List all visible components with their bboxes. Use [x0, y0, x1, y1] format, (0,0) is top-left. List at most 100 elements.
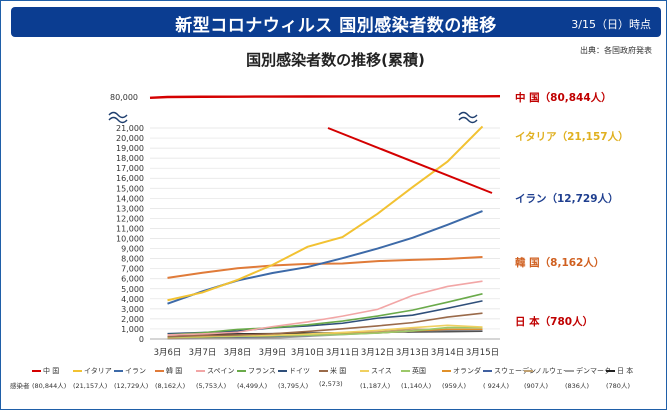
y-tick-label: 5,000 — [121, 285, 144, 294]
series-annotation: イタリア（21,157人） — [515, 130, 629, 143]
legend-value: (80,844人) — [32, 382, 67, 390]
legend-swatch — [524, 370, 533, 372]
legend-swatch — [278, 370, 287, 372]
legend-label: イラン — [125, 367, 146, 375]
series-line-3 — [167, 255, 483, 279]
legend-value: (4,499人) — [237, 382, 268, 390]
x-tick-label: 3月9日 — [259, 348, 287, 358]
chart-title: 国別感染者数の推移(累積) — [246, 51, 425, 69]
legend-swatch — [483, 370, 492, 372]
y-tick-label: 8,000 — [121, 255, 144, 264]
legend-item: 韓 国 — [155, 366, 182, 376]
y-tick-label: 15,000 — [116, 184, 144, 193]
x-tick-label: 3月6日 — [154, 348, 182, 358]
legend-swatch — [442, 370, 451, 372]
legend-item: 英国 — [401, 366, 426, 376]
y-tick-label-break: 80,000 — [110, 93, 138, 102]
axis-break-icon — [108, 111, 128, 119]
legend-swatch — [319, 370, 328, 372]
x-tick-label: 3月8日 — [224, 348, 252, 358]
legend-item: イタリア — [73, 366, 112, 376]
x-tick-label: 3月12日 — [361, 348, 394, 358]
y-tick-label: 6,000 — [121, 275, 144, 284]
legend-swatch — [196, 370, 205, 372]
legend-value: (1,187人) — [360, 382, 391, 390]
legend-item: フランス — [237, 366, 276, 376]
title-banner: 新型コロナウィルス 国別感染者数の推移 3/15（日）時点 — [11, 7, 661, 37]
legend-value: (780人) — [606, 382, 630, 390]
x-tick-label: 3月7日 — [189, 348, 217, 358]
legend-label: ノルウェー — [535, 367, 570, 375]
legend: 感染者 中 国 (80,844人) イタリア (21,157人) イラン (12,729人… — [10, 366, 660, 406]
legend-swatch — [360, 370, 369, 372]
legend-label: スウェーデン — [494, 367, 536, 375]
series-annotation: イラン（12,729人） — [515, 192, 619, 205]
legend-item: ノルウェー — [524, 366, 570, 376]
legend-value: ( 924人) — [483, 382, 510, 390]
page-title: 新型コロナウィルス 国別感染者数の推移 — [175, 16, 497, 36]
legend-value: (836人) — [565, 382, 589, 390]
legend-label: イタリア — [84, 367, 112, 375]
legend-swatch — [606, 370, 615, 372]
legend-label: スイス — [371, 367, 392, 375]
y-tick-label: 12,000 — [116, 214, 144, 223]
legend-item: 日 本 — [606, 366, 633, 376]
legend-label: 韓 国 — [166, 367, 183, 375]
legend-value: (5,753人) — [196, 382, 227, 390]
series-annotation: 韓 国（8,162人） — [515, 256, 604, 269]
legend-swatch — [565, 370, 574, 372]
series-annotation: 日 本（780人） — [515, 315, 593, 328]
y-tick-label: 2,000 — [121, 315, 144, 324]
x-tick-label: 3月15日 — [466, 348, 499, 358]
legend-value: (2,573) — [319, 380, 343, 388]
legend-value: (1,140人) — [401, 382, 432, 390]
y-tick-label: 1,000 — [121, 325, 144, 334]
axis-break-icon — [458, 116, 478, 124]
legend-item: イラン — [114, 366, 146, 376]
legend-item: 米 国 — [319, 366, 346, 376]
y-tick-label: 11,000 — [116, 224, 144, 233]
series-line-1 — [167, 125, 484, 302]
as-of-date: 3/15（日）時点 — [571, 18, 651, 31]
y-tick-label: 19,000 — [116, 144, 144, 153]
legend-swatch — [237, 370, 246, 372]
legend-swatch — [155, 370, 164, 372]
legend-swatch — [401, 370, 410, 372]
legend-value: (3,795人) — [278, 382, 309, 390]
legend-label: 日 本 — [617, 367, 634, 375]
y-tick-label: 21,000 — [116, 124, 144, 133]
series-line-7 — [167, 312, 483, 338]
axis-break-icon — [108, 116, 128, 124]
trend-annotation-line — [327, 127, 493, 194]
legend-label: スペイン — [207, 367, 235, 375]
axis-break-icon — [458, 111, 478, 119]
legend-swatch — [114, 370, 123, 372]
legend-item: オランダ — [442, 366, 481, 376]
legend-label: 中 国 — [43, 367, 60, 375]
legend-value: (907人) — [524, 382, 548, 390]
legend-label: デンマーク — [576, 367, 611, 375]
legend-value: (959人) — [442, 382, 466, 390]
x-tick-label: 3月14日 — [431, 348, 464, 358]
y-tick-label: 9,000 — [121, 245, 144, 254]
legend-label: オランダ — [453, 367, 481, 375]
series-line-0 — [149, 95, 501, 99]
legend-label: 米 国 — [330, 367, 347, 375]
legend-swatch — [32, 370, 41, 372]
y-tick-label: 7,000 — [121, 265, 144, 274]
y-tick-label: 13,000 — [116, 204, 144, 213]
legend-item: スペイン — [196, 366, 235, 376]
legend-item: デンマーク — [565, 366, 611, 376]
y-tick-label: 4,000 — [121, 295, 144, 304]
y-tick-label: 17,000 — [116, 164, 144, 173]
legend-value: (12,729人) — [114, 382, 149, 390]
legend-item: ドイツ — [278, 366, 310, 376]
y-tick-label: 14,000 — [116, 194, 144, 203]
legend-row-label: 感染者 — [10, 382, 30, 390]
y-tick-label: 18,000 — [116, 154, 144, 163]
legend-label: フランス — [248, 367, 276, 375]
source-note: 出典：各国政府発表 — [580, 46, 652, 55]
legend-value: (8,162人) — [155, 382, 186, 390]
